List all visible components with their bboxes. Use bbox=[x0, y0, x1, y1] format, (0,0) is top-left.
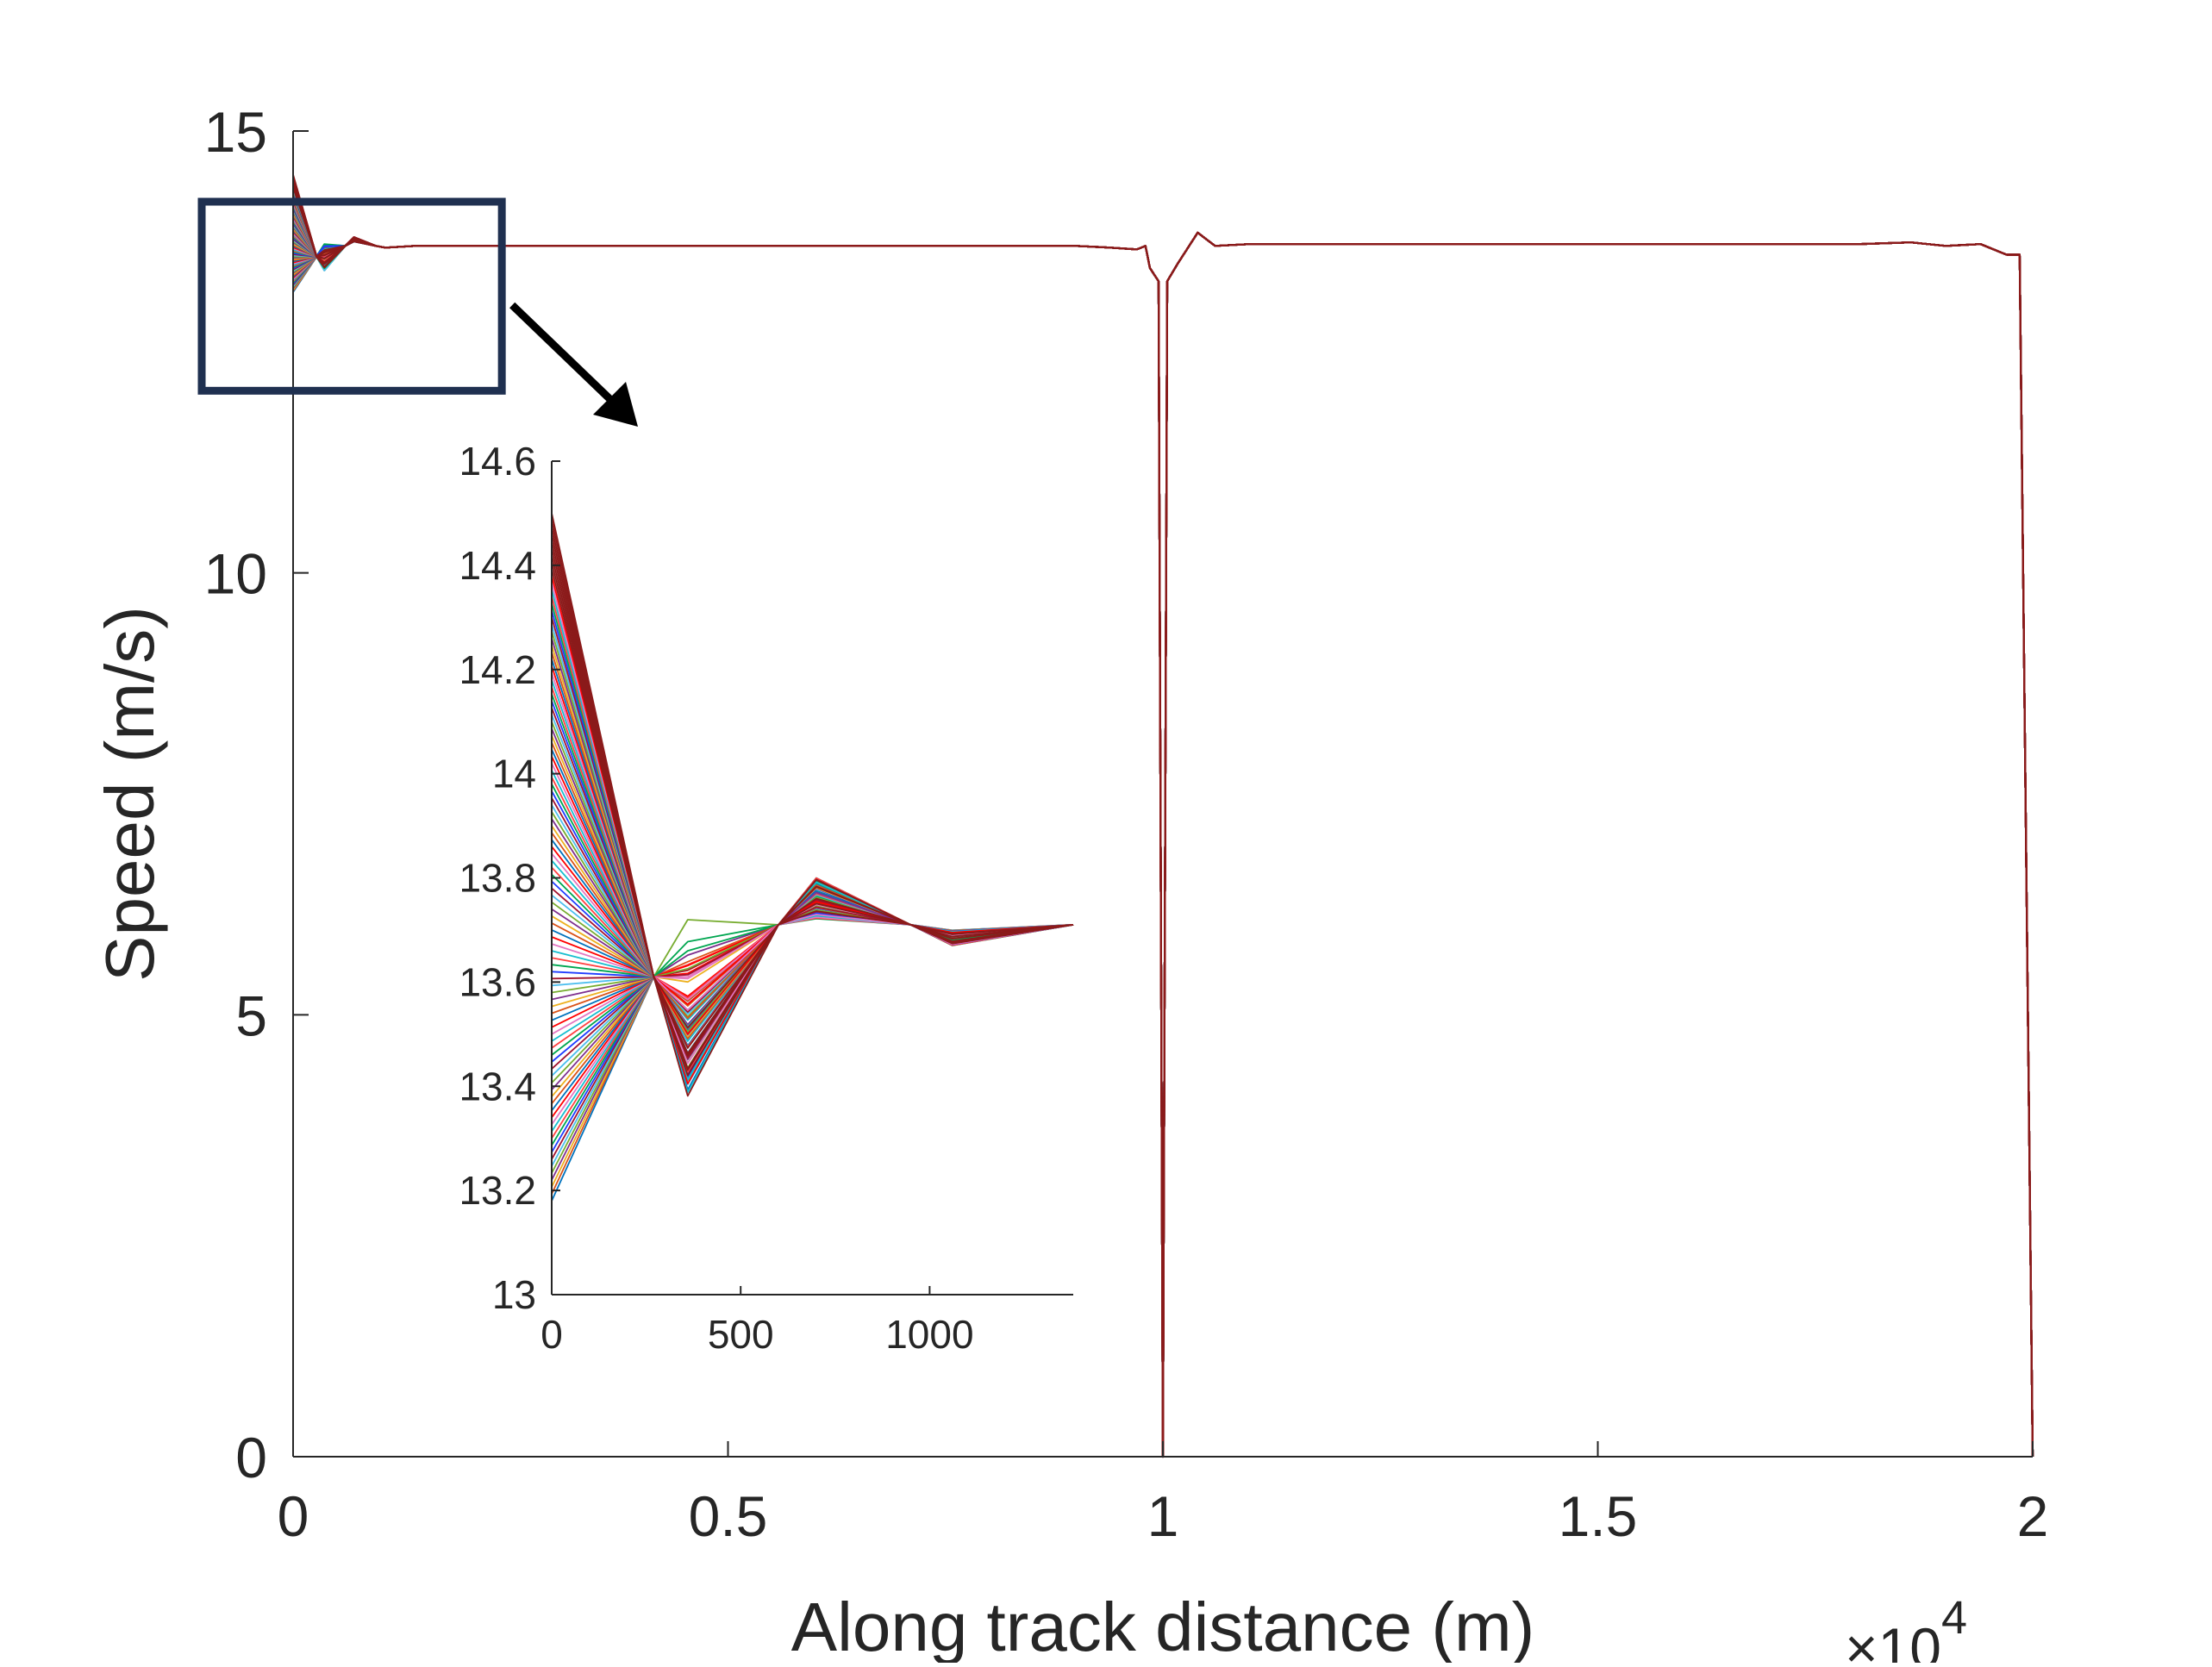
main-x-tick-label: 1 bbox=[1147, 1484, 1179, 1548]
inset-y-tick-label: 14 bbox=[492, 752, 536, 796]
main-y-tick-label: 10 bbox=[204, 542, 267, 606]
inset-y-tick-label: 13 bbox=[492, 1272, 536, 1317]
main-series-line bbox=[291, 174, 2034, 1458]
main-y-tick-label: 5 bbox=[235, 983, 267, 1047]
inset-y-tick-label: 13.2 bbox=[459, 1168, 536, 1213]
inset-y-tick-label: 14.4 bbox=[459, 543, 536, 588]
main-x-tick-label: 0 bbox=[278, 1484, 309, 1548]
inset-series-group bbox=[551, 513, 1074, 1202]
main-y-tick-label: 15 bbox=[204, 100, 267, 164]
zoom-arrow-shaft bbox=[509, 302, 622, 411]
inset-series-line bbox=[551, 534, 1074, 1071]
inset-series-line bbox=[551, 568, 1074, 1029]
main-ticks: 0 0.5 1 1.5 2 0 5 10 15 bbox=[204, 100, 2049, 1548]
zoom-highlight-box bbox=[197, 197, 506, 395]
inset-y-tick-label: 13.4 bbox=[459, 1064, 536, 1108]
inset-plot: 0 500 1000 13 13.2 13.4 13.6 13.8 14 14.2 14.4 14.6 bbox=[422, 427, 1082, 1389]
inset-x-tick-label: 500 bbox=[708, 1312, 774, 1357]
inset-x-tick-label: 1000 bbox=[885, 1312, 973, 1357]
x-multiplier-base: ×10 bbox=[1845, 1616, 1941, 1663]
zoom-arrow bbox=[509, 302, 638, 427]
main-x-tick-label: 0.5 bbox=[689, 1484, 768, 1548]
main-series-group bbox=[291, 174, 2034, 1458]
x-axis-label: Along track distance (m) bbox=[791, 1589, 1535, 1663]
inset-y-tick-label: 13.6 bbox=[459, 959, 536, 1004]
inset-y-tick-label: 14.6 bbox=[459, 439, 536, 484]
inset-series-line bbox=[551, 513, 1074, 1055]
x-multiplier-exponent: 4 bbox=[1941, 1592, 1967, 1644]
inset-x-tick-label: 0 bbox=[541, 1312, 563, 1357]
inset-y-tick-label: 14.2 bbox=[459, 647, 536, 692]
inset-ticks: 0 500 1000 13 13.2 13.4 13.6 13.8 14 14.2 14.4 14.6 bbox=[459, 439, 973, 1357]
inset-y-tick-label: 13.8 bbox=[459, 856, 536, 901]
main-plot: 0 0.5 1 1.5 2 0 5 10 15 Along track distance (m)… bbox=[91, 100, 2049, 1667]
main-x-tick-label: 2 bbox=[2017, 1484, 2049, 1548]
y-axis-label: Speed (m/s) bbox=[91, 606, 168, 982]
main-y-tick-label: 0 bbox=[235, 1426, 267, 1489]
main-x-tick-label: 1.5 bbox=[1559, 1484, 1638, 1548]
zoom-arrow-head bbox=[593, 382, 638, 427]
x-axis-multiplier: ×104 bbox=[1845, 1592, 1967, 1663]
inset-background bbox=[422, 427, 1082, 1389]
